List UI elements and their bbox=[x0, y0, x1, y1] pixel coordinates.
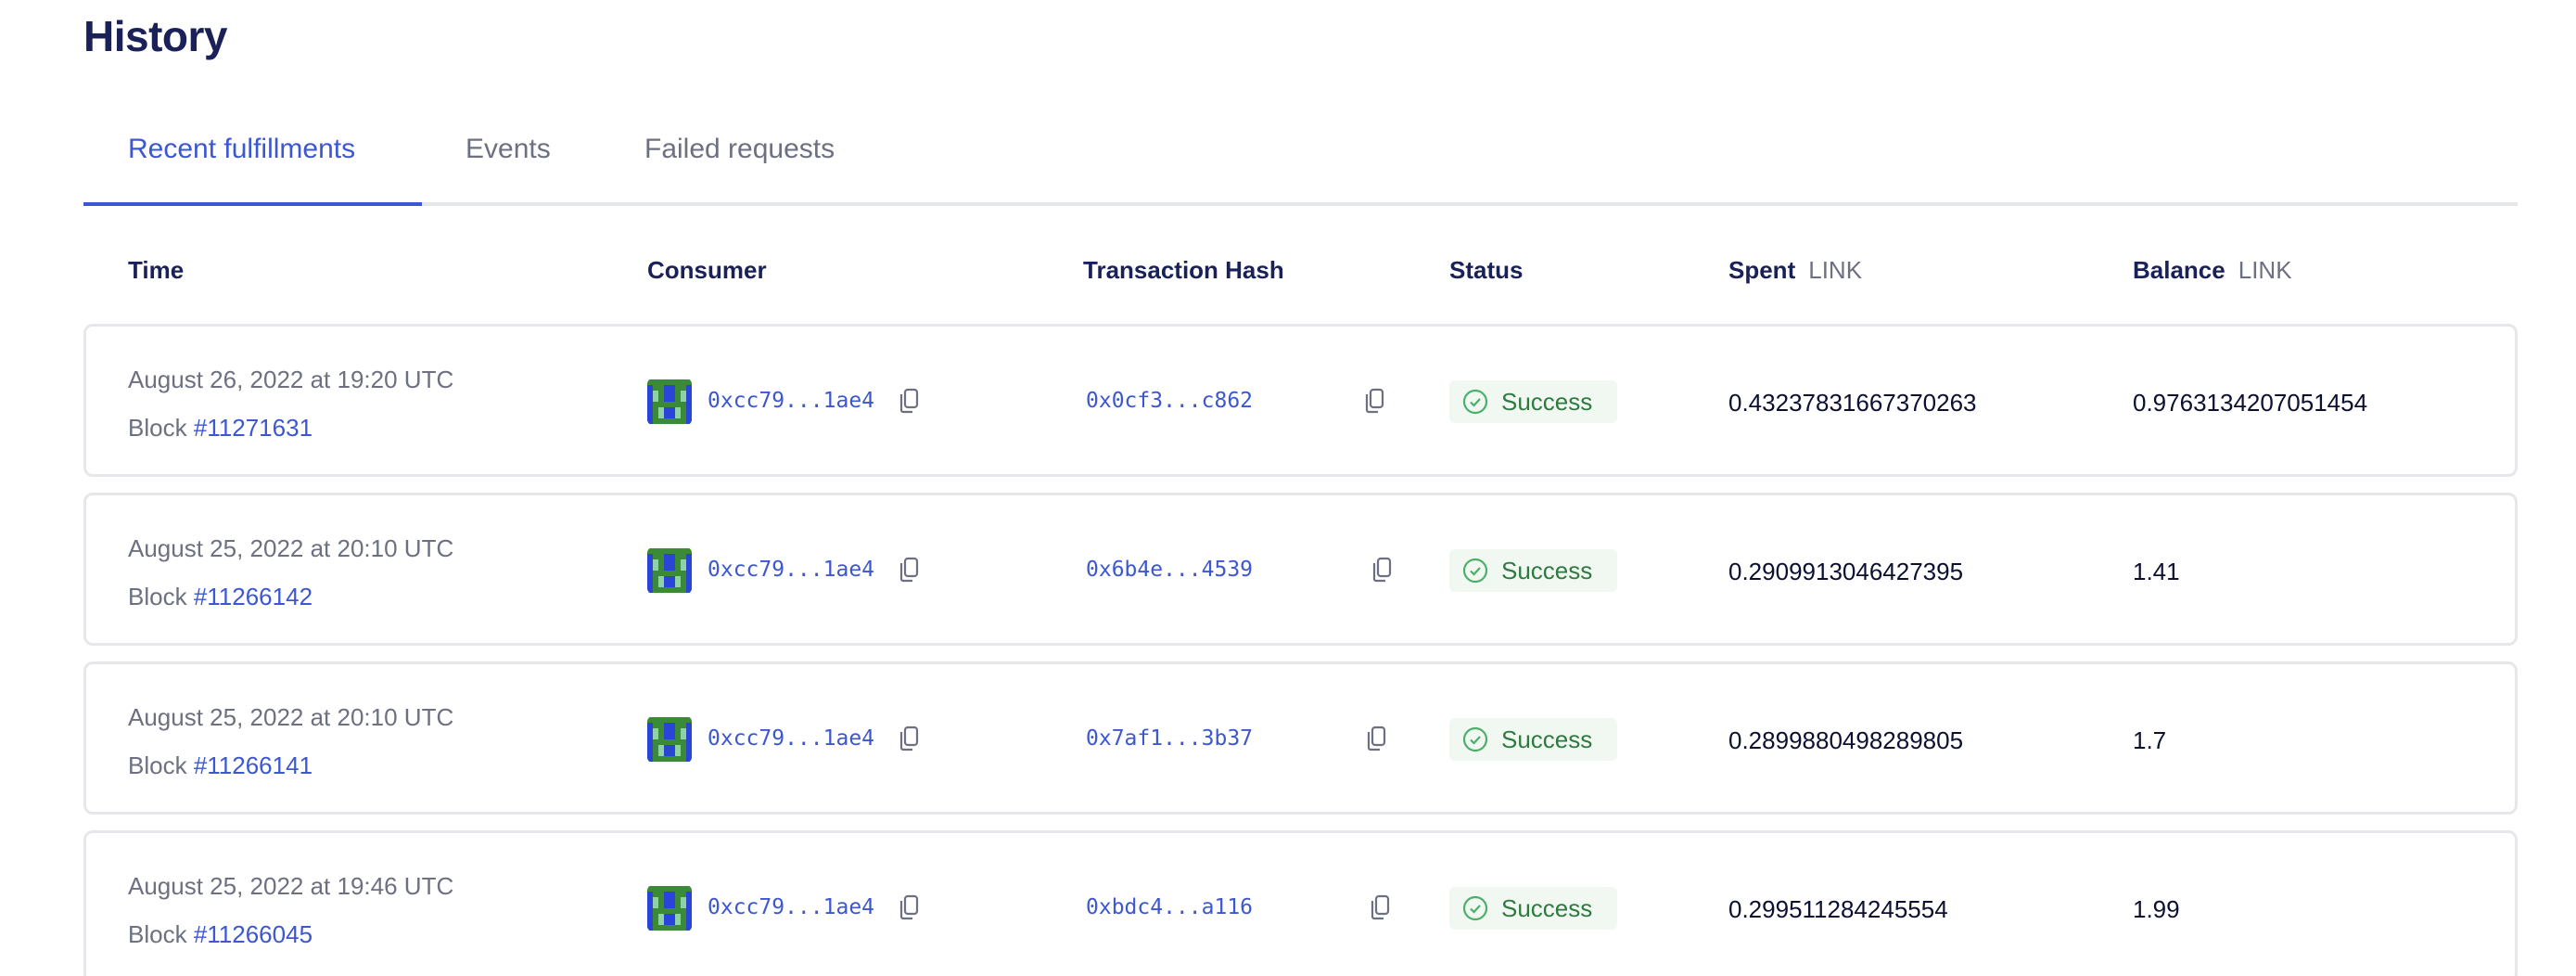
block-link[interactable]: #11266142 bbox=[193, 583, 313, 610]
row-block: Block #11266045 bbox=[128, 920, 312, 949]
copy-icon[interactable] bbox=[899, 388, 919, 414]
column-header-balance: Balance LINK bbox=[2133, 256, 2292, 285]
status-badge: Success bbox=[1449, 549, 1617, 592]
status-badge: Success bbox=[1449, 718, 1617, 761]
copy-icon[interactable] bbox=[1371, 557, 1392, 583]
row-block: Block #11266142 bbox=[128, 583, 312, 611]
column-header-tx-hash: Transaction Hash bbox=[1083, 256, 1284, 284]
tx-hash-link[interactable]: 0x0cf3...c862 bbox=[1086, 389, 1254, 413]
active-tab-indicator bbox=[83, 202, 422, 206]
tab-events[interactable]: Events bbox=[465, 134, 551, 164]
balance-value: 1.7 bbox=[2133, 726, 2167, 754]
block-label: Block bbox=[128, 414, 194, 442]
consumer-address-link[interactable]: 0xcc79...1ae4 bbox=[708, 895, 875, 919]
spent-value: 0.2909913046427395 bbox=[1728, 558, 1964, 585]
spent-unit: LINK bbox=[1808, 256, 1863, 284]
check-circle-icon bbox=[1462, 895, 1488, 921]
tx-hash-link[interactable]: 0x6b4e...4539 bbox=[1086, 558, 1254, 582]
row-date: August 25, 2022 at 20:10 UTC bbox=[128, 534, 454, 562]
consumer-avatar bbox=[647, 547, 692, 594]
balance-unit: LINK bbox=[2238, 256, 2292, 284]
consumer-address-link[interactable]: 0xcc79...1ae4 bbox=[708, 558, 875, 582]
balance-value: 0.9763134207051454 bbox=[2133, 389, 2368, 417]
spent-value: 0.299511284245554 bbox=[1728, 895, 1948, 923]
block-link[interactable]: #11271631 bbox=[193, 414, 313, 442]
consumer-address-link[interactable]: 0xcc79...1ae4 bbox=[708, 726, 875, 751]
status-badge: Success bbox=[1449, 380, 1617, 423]
balance-value: 1.99 bbox=[2133, 895, 2180, 923]
copy-icon[interactable] bbox=[899, 894, 919, 920]
copy-icon[interactable] bbox=[1370, 894, 1390, 920]
tx-hash-link[interactable]: 0x7af1...3b37 bbox=[1086, 726, 1254, 751]
spent-value: 0.43237831667370263 bbox=[1728, 389, 1977, 417]
copy-icon[interactable] bbox=[899, 726, 919, 751]
copy-icon[interactable] bbox=[1364, 388, 1384, 414]
column-header-status: Status bbox=[1449, 256, 1524, 284]
table-row: August 25, 2022 at 20:10 UTC Block #1126… bbox=[83, 493, 2518, 646]
tx-hash-link[interactable]: 0xbdc4...a116 bbox=[1086, 895, 1254, 919]
check-circle-icon bbox=[1462, 558, 1488, 584]
consumer-avatar bbox=[647, 885, 692, 931]
tab-recent-fulfillments[interactable]: Recent fulfillments bbox=[128, 134, 356, 164]
balance-value: 1.41 bbox=[2133, 558, 2180, 585]
block-link[interactable]: #11266141 bbox=[193, 751, 313, 779]
table-row: August 25, 2022 at 20:10 UTC Block #1126… bbox=[83, 661, 2518, 815]
row-date: August 26, 2022 at 19:20 UTC bbox=[128, 366, 454, 393]
column-header-spent: Spent LINK bbox=[1728, 256, 1862, 285]
copy-icon[interactable] bbox=[1366, 726, 1386, 751]
block-label: Block bbox=[128, 751, 194, 779]
status-badge: Success bbox=[1449, 887, 1617, 930]
copy-icon[interactable] bbox=[899, 557, 919, 583]
row-block: Block #11271631 bbox=[128, 414, 312, 443]
status-label: Success bbox=[1501, 557, 1593, 584]
consumer-address-link[interactable]: 0xcc79...1ae4 bbox=[708, 389, 875, 413]
consumer-avatar bbox=[647, 716, 692, 763]
table-row: August 26, 2022 at 19:20 UTC Block #1127… bbox=[83, 324, 2518, 477]
tab-failed-requests[interactable]: Failed requests bbox=[644, 134, 835, 164]
spent-value: 0.2899880498289805 bbox=[1728, 726, 1964, 754]
balance-label: Balance bbox=[2133, 256, 2225, 284]
consumer-avatar bbox=[647, 379, 692, 425]
status-label: Success bbox=[1501, 726, 1593, 753]
block-link[interactable]: #11266045 bbox=[193, 920, 313, 948]
check-circle-icon bbox=[1462, 389, 1488, 415]
tab-bar: Recent fulfillments Events Failed reques… bbox=[83, 121, 2518, 206]
column-header-consumer: Consumer bbox=[647, 256, 767, 284]
table-row: August 25, 2022 at 19:46 UTC Block #1126… bbox=[83, 830, 2518, 976]
status-label: Success bbox=[1501, 894, 1593, 922]
row-block: Block #11266141 bbox=[128, 751, 312, 780]
column-header-time: Time bbox=[128, 256, 185, 284]
row-date: August 25, 2022 at 19:46 UTC bbox=[128, 872, 454, 900]
page-title: History bbox=[83, 12, 227, 60]
spent-label: Spent bbox=[1728, 256, 1796, 284]
check-circle-icon bbox=[1462, 726, 1488, 752]
status-label: Success bbox=[1501, 388, 1593, 416]
row-date: August 25, 2022 at 20:10 UTC bbox=[128, 703, 454, 731]
block-label: Block bbox=[128, 583, 194, 610]
block-label: Block bbox=[128, 920, 194, 948]
